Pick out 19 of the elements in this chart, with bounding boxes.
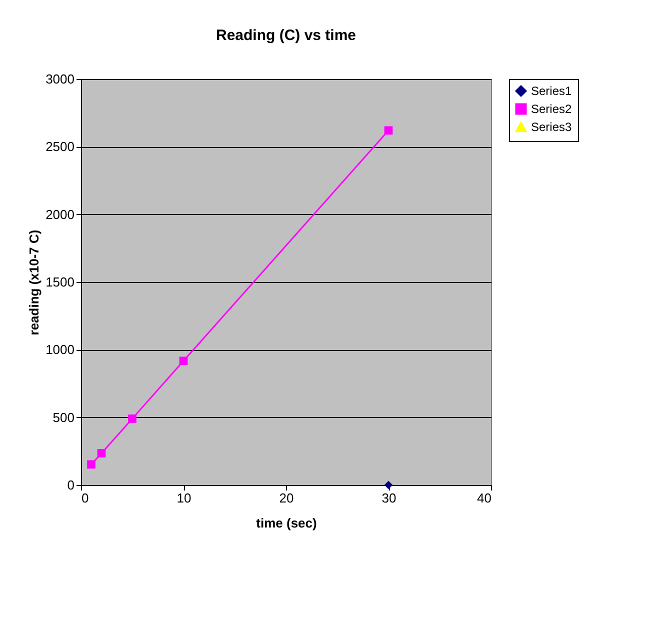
x-tick-label: 0 <box>82 490 89 506</box>
x-tick-label: 30 <box>382 490 396 506</box>
y-tick-label: 2500 <box>46 139 74 154</box>
x-tick-label: 20 <box>279 490 294 506</box>
chart-title: Reading (C) vs time <box>216 27 356 44</box>
y-tick-label: 2000 <box>46 206 74 222</box>
y-axis-title: reading (x10-7 C) <box>26 230 42 336</box>
y-tick-label: 1000 <box>46 342 74 358</box>
y-tick-label: 500 <box>52 410 74 425</box>
y-tick-label: 1500 <box>46 274 74 290</box>
point <box>384 480 393 490</box>
x-tick-label: 40 <box>477 490 492 506</box>
y-tick-label: 3000 <box>46 72 74 86</box>
legend-label: Series1 <box>531 84 572 98</box>
y-tick-label: 0 <box>67 478 74 492</box>
x-tick-label: 10 <box>176 490 192 506</box>
x-axis-title: time (sec) <box>256 516 317 530</box>
legend-label: Series2 <box>531 102 572 116</box>
legend-label: Series3 <box>531 120 572 134</box>
